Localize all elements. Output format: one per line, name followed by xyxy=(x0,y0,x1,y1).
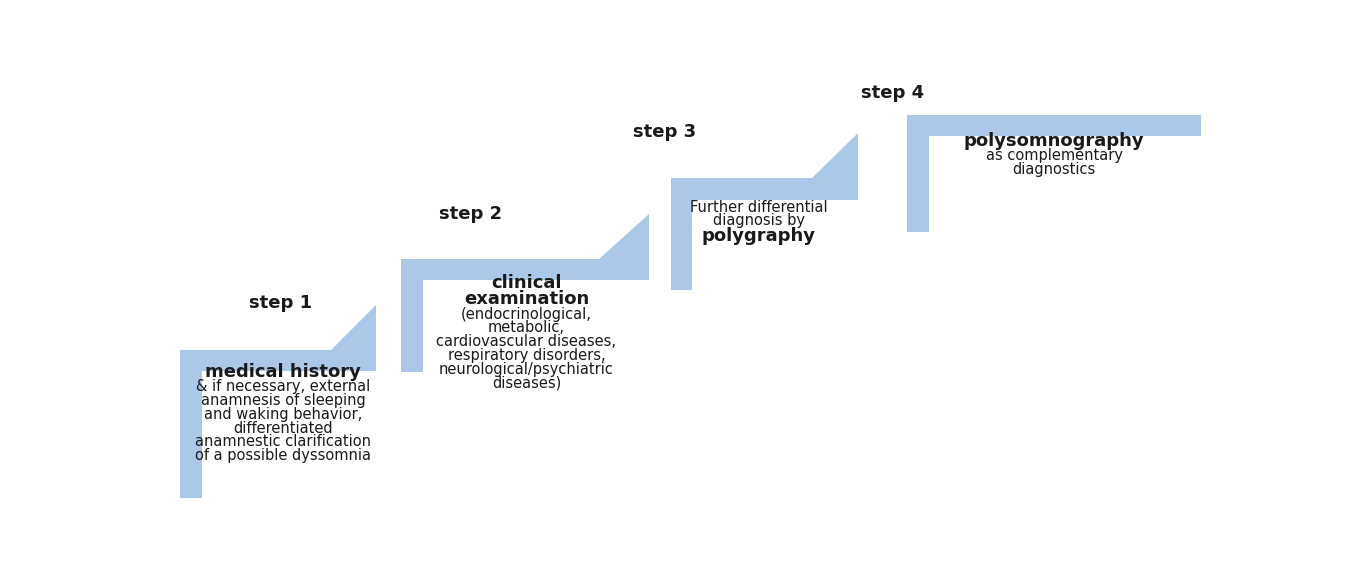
Text: anamnestic clarification: anamnestic clarification xyxy=(195,435,370,449)
Text: step 1: step 1 xyxy=(249,294,313,311)
Text: diagnosis by: diagnosis by xyxy=(713,214,806,228)
Text: and waking behavior,: and waking behavior, xyxy=(203,407,362,422)
Text: diseases): diseases) xyxy=(492,376,562,391)
Text: respiratory disorders,: respiratory disorders, xyxy=(447,348,605,363)
Text: differentiated: differentiated xyxy=(233,421,333,436)
Text: polysomnography: polysomnography xyxy=(964,132,1145,150)
Text: anamnesis of sleeping: anamnesis of sleeping xyxy=(201,393,365,408)
Polygon shape xyxy=(401,259,649,372)
Text: as complementary: as complementary xyxy=(986,148,1122,163)
Text: (endocrinological,: (endocrinological, xyxy=(461,307,591,322)
Text: Further differential: Further differential xyxy=(690,199,828,215)
Text: clinical: clinical xyxy=(492,274,562,292)
Text: metabolic,: metabolic, xyxy=(488,321,564,335)
Text: step 4: step 4 xyxy=(862,84,924,102)
Text: step 2: step 2 xyxy=(439,205,502,223)
Text: of a possible dyssomnia: of a possible dyssomnia xyxy=(195,448,370,463)
Text: examination: examination xyxy=(463,290,589,308)
Polygon shape xyxy=(671,178,858,290)
Text: polygraphy: polygraphy xyxy=(702,228,816,245)
Text: diagnostics: diagnostics xyxy=(1013,162,1096,177)
Text: medical history: medical history xyxy=(205,363,361,381)
Text: step 3: step 3 xyxy=(633,123,696,140)
Text: cardiovascular diseases,: cardiovascular diseases, xyxy=(436,334,617,349)
Polygon shape xyxy=(812,133,858,178)
Text: & if necessary, external: & if necessary, external xyxy=(195,379,370,394)
Polygon shape xyxy=(599,214,649,259)
Polygon shape xyxy=(907,115,1202,232)
Polygon shape xyxy=(180,350,376,498)
Polygon shape xyxy=(331,305,376,350)
Text: neurological/psychiatric: neurological/psychiatric xyxy=(439,362,614,377)
